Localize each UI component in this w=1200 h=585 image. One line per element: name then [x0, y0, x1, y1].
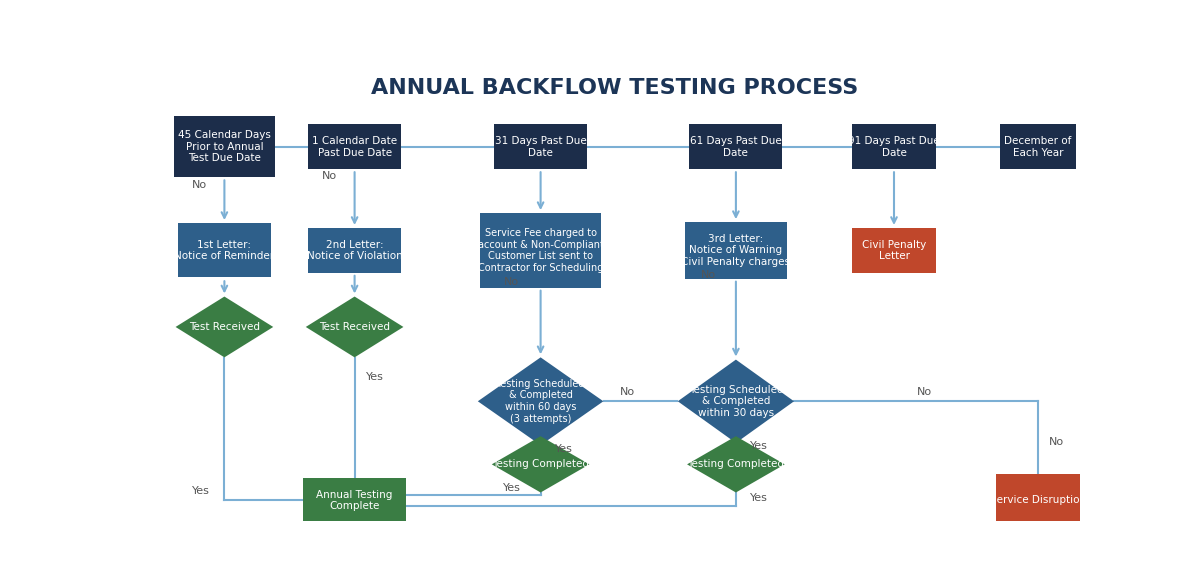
Text: Testing Completed: Testing Completed: [688, 459, 785, 469]
Text: No: No: [701, 270, 715, 280]
Text: Yes: Yes: [750, 493, 768, 503]
FancyBboxPatch shape: [494, 124, 587, 169]
Text: No: No: [619, 387, 635, 397]
Polygon shape: [492, 436, 589, 493]
FancyBboxPatch shape: [852, 124, 936, 169]
Text: 1st Letter:
Notice of Reminder: 1st Letter: Notice of Reminder: [174, 240, 275, 261]
Text: Yes: Yes: [192, 486, 210, 496]
FancyBboxPatch shape: [178, 223, 271, 277]
Polygon shape: [306, 297, 403, 357]
Text: Service Fee charged to
account & Non-Compliant
Customer List sent to
Contractor : Service Fee charged to account & Non-Com…: [478, 228, 604, 273]
FancyBboxPatch shape: [1000, 124, 1076, 169]
FancyBboxPatch shape: [308, 228, 401, 273]
Text: 45 Calendar Days
Prior to Annual
Test Due Date: 45 Calendar Days Prior to Annual Test Du…: [178, 130, 271, 163]
Text: No: No: [322, 171, 337, 181]
Text: No: No: [504, 277, 518, 287]
Text: Yes: Yes: [554, 443, 572, 453]
Text: 91 Days Past Due
Date: 91 Days Past Due Date: [848, 136, 940, 157]
Polygon shape: [175, 297, 274, 357]
Text: Yes: Yes: [750, 441, 768, 451]
FancyBboxPatch shape: [689, 124, 782, 169]
Text: Civil Penalty
Letter: Civil Penalty Letter: [862, 240, 926, 261]
FancyBboxPatch shape: [852, 228, 936, 273]
Text: Testing Scheduled
& Completed
within 30 days: Testing Scheduled & Completed within 30 …: [689, 385, 784, 418]
FancyBboxPatch shape: [308, 124, 401, 169]
FancyBboxPatch shape: [480, 213, 601, 288]
FancyBboxPatch shape: [304, 478, 406, 523]
Polygon shape: [688, 436, 785, 493]
Polygon shape: [678, 360, 794, 443]
FancyBboxPatch shape: [996, 474, 1080, 526]
Text: No: No: [917, 387, 932, 397]
Text: 31 Days Past Due
Date: 31 Days Past Due Date: [494, 136, 587, 157]
Text: ANNUAL BACKFLOW TESTING PROCESS: ANNUAL BACKFLOW TESTING PROCESS: [371, 78, 859, 98]
Text: Testing Scheduled
& Completed
within 60 days
(3 attempts): Testing Scheduled & Completed within 60 …: [497, 379, 584, 424]
Text: Yes: Yes: [504, 483, 521, 493]
Text: Yes: Yes: [366, 371, 384, 381]
Text: No: No: [192, 180, 206, 190]
Text: 3rd Letter:
Notice of Warning
Civil Penalty charges: 3rd Letter: Notice of Warning Civil Pena…: [682, 234, 791, 267]
Text: Testing Completed: Testing Completed: [492, 459, 589, 469]
Text: Test Received: Test Received: [319, 322, 390, 332]
Text: Annual Testing
Complete: Annual Testing Complete: [317, 490, 392, 511]
Text: 2nd Letter:
Notice of Violation: 2nd Letter: Notice of Violation: [307, 240, 402, 261]
FancyBboxPatch shape: [174, 116, 275, 177]
Text: Test Received: Test Received: [188, 322, 260, 332]
Text: 61 Days Past Due
Date: 61 Days Past Due Date: [690, 136, 781, 157]
FancyBboxPatch shape: [685, 222, 787, 278]
Text: December of
Each Year: December of Each Year: [1004, 136, 1072, 157]
Text: Service Disruption: Service Disruption: [990, 495, 1086, 505]
Text: No: No: [1049, 437, 1064, 447]
Text: 1 Calendar Date
Past Due Date: 1 Calendar Date Past Due Date: [312, 136, 397, 157]
Polygon shape: [478, 357, 604, 445]
